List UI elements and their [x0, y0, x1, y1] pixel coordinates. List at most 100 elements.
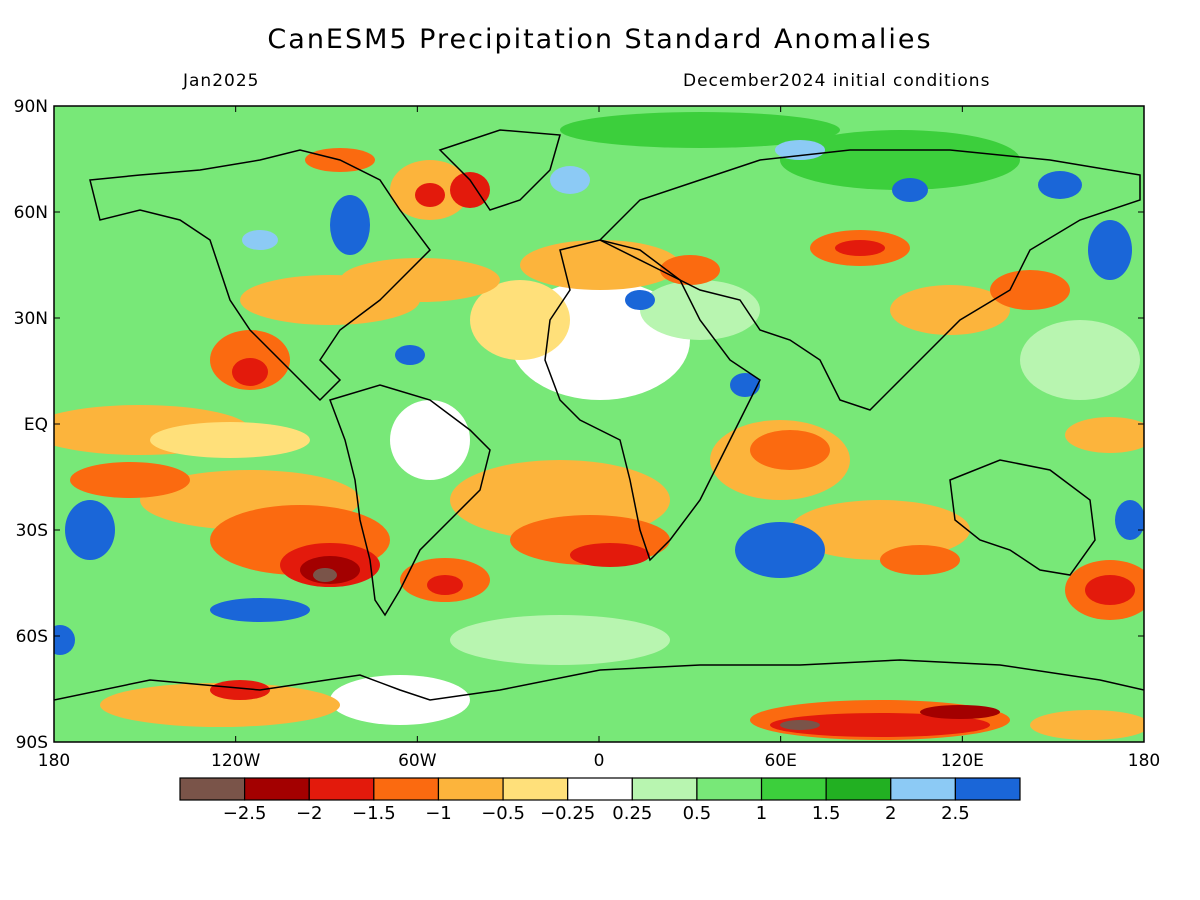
colorbar-label: 2.5 [941, 803, 970, 824]
colorbar-label: −0.25 [540, 803, 595, 824]
patch [242, 230, 278, 250]
valid-month-label: Jan2025 [183, 71, 260, 91]
lon-label: 60E [764, 751, 796, 771]
patch [520, 240, 680, 290]
colorbar-swatch [437, 777, 504, 801]
eurasia-outline [598, 149, 1141, 411]
colorbar-swatch [954, 777, 1021, 801]
lat-label: 30N [14, 309, 48, 329]
patch [770, 713, 990, 737]
patch [990, 270, 1070, 310]
colorbar-swatch [696, 777, 763, 801]
patch [1065, 417, 1144, 453]
colorbar-swatch [760, 777, 827, 801]
patch [790, 500, 970, 560]
patch [395, 345, 425, 365]
patch [390, 400, 470, 480]
colorbar-label: 1 [756, 803, 767, 824]
patch [210, 598, 310, 622]
patch [890, 285, 1010, 335]
patch [735, 522, 825, 578]
patch [150, 422, 310, 458]
colorbar-label: −2.5 [223, 803, 267, 824]
patch [70, 462, 190, 498]
north-america-outline [89, 149, 431, 402]
anomaly-patches [54, 112, 1144, 740]
lat-label: 60N [14, 203, 48, 223]
patch [775, 140, 825, 160]
colorbar-label: −2 [296, 803, 323, 824]
colorbar-swatch [567, 777, 633, 801]
lon-label: 60W [398, 751, 437, 771]
colorbar-label: −1 [425, 803, 452, 824]
patch [920, 705, 1000, 719]
patch [210, 680, 270, 700]
patch [730, 373, 760, 397]
map-title: CanESM5 Precipitation Standard Anomalies [267, 24, 933, 55]
patch [330, 675, 470, 725]
patch [54, 625, 75, 655]
patch [660, 255, 720, 285]
colorbar-swatch [631, 777, 698, 801]
patch [1115, 500, 1144, 540]
colorbar-swatch [373, 777, 440, 801]
patch [1085, 575, 1135, 605]
colorbar-label: 0.25 [612, 803, 652, 824]
patch [835, 240, 885, 256]
colorbar-swatch [502, 777, 569, 801]
antarctica-outline [54, 659, 1144, 701]
colorbar-swatch [825, 777, 892, 801]
patch [892, 178, 928, 202]
patch [65, 500, 115, 560]
colorbar-swatch [179, 777, 246, 801]
patch [1038, 171, 1082, 199]
lat-label: EQ [24, 415, 48, 435]
patch [470, 280, 570, 360]
lat-label: 60S [16, 627, 48, 647]
australia-outline [949, 459, 1096, 576]
europe-africa-outline [544, 239, 761, 562]
greenland-outline [438, 129, 561, 211]
colorbar-label: −1.5 [352, 803, 396, 824]
latitude-axis: 90N 60N 30N EQ 30S 60S 90S [14, 97, 1144, 753]
patch [560, 112, 840, 148]
patch [1088, 220, 1132, 280]
patch [313, 568, 337, 582]
colorbar: −2.5 −2 −1.5 −1 −0.5 −0.25 0.25 0.5 1 1.5 2 2.5 [179, 777, 1021, 824]
patch [1020, 320, 1140, 400]
lon-label: 120W [211, 751, 260, 771]
init-conditions-label: December2024 initial conditions [683, 71, 991, 91]
lon-label: 180 [38, 751, 70, 771]
patch [550, 166, 590, 194]
south-america-outline [329, 384, 491, 617]
patch [450, 615, 670, 665]
patch [570, 543, 650, 567]
patch [450, 172, 490, 208]
patch [427, 575, 463, 595]
longitude-axis: 180 120W 60W 0 60E 120E 180 [38, 106, 1160, 771]
lon-label: 120E [941, 751, 984, 771]
lat-label: 90N [14, 97, 48, 117]
lat-label: 30S [16, 521, 48, 541]
lon-label: 0 [594, 751, 605, 771]
colorbar-label: 0.5 [683, 803, 712, 824]
lon-label: 180 [1128, 751, 1160, 771]
lat-label: 90S [16, 733, 48, 753]
patch [232, 358, 268, 386]
colorbar-swatch [890, 777, 956, 801]
colorbar-label: 1.5 [812, 803, 841, 824]
patch [780, 720, 820, 730]
colorbar-label: 2 [885, 803, 896, 824]
colorbar-swatch [244, 777, 310, 801]
patch [330, 195, 370, 255]
patch [100, 683, 340, 727]
anomaly-field [54, 106, 1144, 742]
coastlines [54, 129, 1144, 701]
patch [750, 430, 830, 470]
patch [640, 280, 760, 340]
patch [780, 130, 1020, 190]
colorbar-swatch [308, 777, 375, 801]
patch [415, 183, 445, 207]
patch [625, 290, 655, 310]
